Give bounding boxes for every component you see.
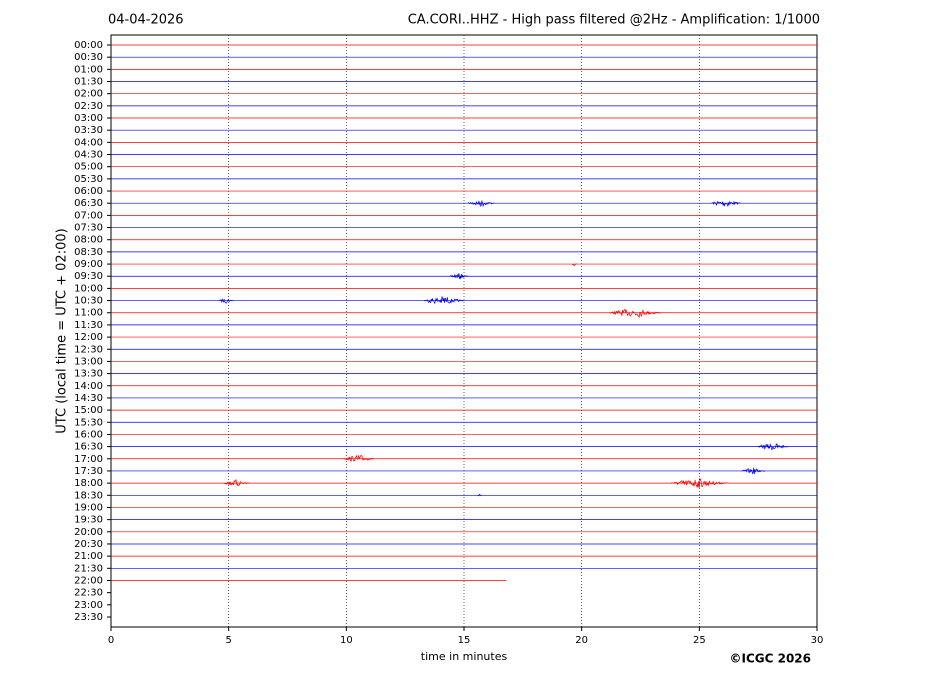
seismic-event [343, 454, 375, 462]
y-tick-label: 13:30 [74, 369, 103, 380]
seismic-event [477, 493, 483, 497]
seismic-event [609, 309, 662, 319]
date: 04-04-2026 [108, 13, 184, 28]
y-tick-label: 21:00 [74, 551, 103, 562]
y-tick-label: 01:30 [74, 77, 103, 88]
y-tick-label: 20:30 [74, 539, 103, 550]
chart-title: CA.CORI..HHZ - High pass filtered @2Hz -… [408, 13, 820, 28]
y-tick-label: 06:00 [74, 186, 103, 197]
y-tick-label: 20:00 [74, 527, 103, 538]
y-tick-label: 19:30 [74, 515, 103, 526]
y-tick-label: 09:00 [74, 259, 103, 270]
x-tick-label: 30 [811, 635, 824, 646]
x-tick-label: 10 [340, 635, 353, 646]
x-tick-label: 5 [225, 635, 231, 646]
y-tick-label: 00:30 [74, 52, 103, 63]
y-tick-label: 08:30 [74, 247, 103, 258]
y-tick-label: 18:30 [74, 490, 103, 501]
y-tick-label: 17:30 [74, 466, 103, 477]
seismic-event [468, 200, 495, 208]
y-tick-label: 08:00 [74, 235, 103, 246]
x-tick-label: 0 [108, 635, 114, 646]
seismic-event [571, 263, 577, 266]
seismic-event [223, 478, 250, 487]
y-tick-label: 05:30 [74, 174, 103, 185]
y-tick-label: 04:30 [74, 150, 103, 161]
y-tick-label: 14:30 [74, 393, 103, 404]
y-tick-label: 07:30 [74, 223, 103, 234]
y-tick-label: 21:30 [74, 563, 103, 574]
y-tick-label: 04:00 [74, 137, 103, 148]
y-tick-label: 12:00 [74, 332, 103, 343]
y-tick-label: 06:30 [74, 198, 103, 209]
y-tick-label: 07:00 [74, 210, 103, 221]
x-tick-label: 20 [575, 635, 588, 646]
y-tick-label: 19:00 [74, 502, 103, 513]
seismic-event [670, 477, 728, 489]
y-tick-label: 16:30 [74, 442, 103, 453]
y-tick-label: 11:00 [74, 308, 103, 319]
y-tick-label: 14:00 [74, 381, 103, 392]
y-tick-label: 15:00 [74, 405, 103, 416]
y-axis-label: UTC (local time = UTC + 02:00) [55, 228, 70, 433]
y-tick-label: 22:30 [74, 588, 103, 599]
y-tick-label: 02:30 [74, 101, 103, 112]
y-tick-label: 13:00 [74, 356, 103, 367]
seismic-event [449, 273, 469, 280]
x-tick-label: 15 [458, 635, 471, 646]
y-tick-label: 18:00 [74, 478, 103, 489]
seismic-event [710, 200, 742, 208]
y-tick-label: 12:30 [74, 344, 103, 355]
y-tick-label: 10:00 [74, 283, 103, 294]
y-tick-label: 03:00 [74, 113, 103, 124]
seismic-event [741, 467, 766, 475]
credit: ©ICGC 2026 [729, 652, 811, 666]
y-tick-label: 11:30 [74, 320, 103, 331]
seismic-event [423, 296, 464, 305]
y-tick-label: 15:30 [74, 417, 103, 428]
y-tick-label: 10:30 [74, 296, 103, 307]
y-tick-label: 03:30 [74, 125, 103, 136]
seismic-event [218, 298, 234, 304]
y-tick-label: 01:00 [74, 64, 103, 75]
y-tick-label: 16:00 [74, 429, 103, 440]
x-tick-label: 25 [693, 635, 706, 646]
x-axis-label: time in minutes [421, 650, 508, 663]
y-tick-label: 00:00 [74, 40, 103, 51]
y-tick-label: 22:00 [74, 575, 103, 586]
plot-frame [110, 34, 818, 628]
y-tick-label: 05:00 [74, 162, 103, 173]
y-tick-label: 23:30 [74, 612, 103, 623]
y-tick-label: 17:00 [74, 454, 103, 465]
seismic-event [757, 443, 789, 451]
y-tick-label: 09:30 [74, 271, 103, 282]
y-tick-label: 02:00 [74, 89, 103, 100]
y-tick-label: 23:00 [74, 600, 103, 611]
